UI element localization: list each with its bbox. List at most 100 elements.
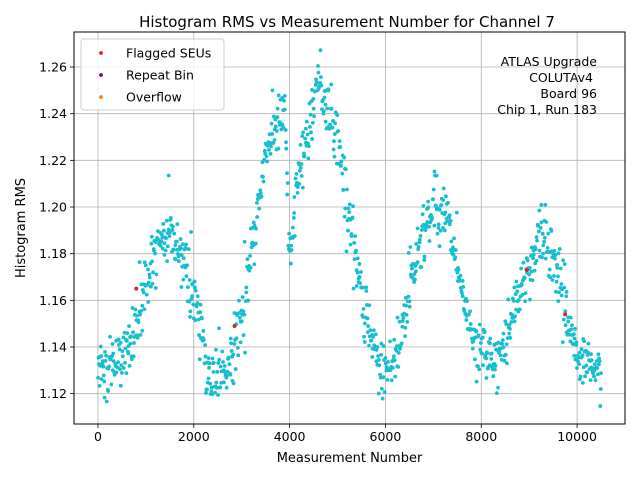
data-point: [401, 316, 406, 320]
data-point: [534, 258, 539, 263]
data-point: [419, 228, 424, 232]
data-point: [561, 258, 566, 263]
data-point: [335, 113, 340, 118]
data-point: [506, 297, 511, 302]
data-point: [347, 202, 352, 207]
data-point: [439, 203, 444, 207]
data-point: [131, 354, 136, 359]
data-point: [593, 378, 598, 383]
data-point: [500, 342, 504, 346]
data-point: [284, 140, 288, 145]
data-point: [208, 381, 213, 386]
data-point: [494, 391, 499, 396]
data-point: [342, 214, 347, 219]
data-point: [373, 332, 378, 337]
data-point: [241, 333, 246, 338]
data-point: [203, 354, 208, 359]
data-point: [568, 315, 573, 320]
data-point: [561, 317, 566, 322]
data-point: [497, 349, 502, 354]
y-tick-label: 1.16: [39, 293, 67, 308]
data-point: [297, 182, 302, 186]
data-point: [217, 357, 222, 362]
data-point: [426, 199, 431, 204]
data-point: [377, 363, 382, 368]
data-point: [376, 354, 380, 358]
data-point: [231, 352, 236, 357]
data-point: [529, 245, 534, 250]
data-point: [289, 243, 294, 248]
data-point: [311, 97, 316, 101]
data-point: [116, 360, 120, 365]
data-point: [563, 323, 568, 328]
data-point: [338, 145, 343, 149]
data-point: [541, 251, 545, 256]
data-point: [508, 327, 512, 331]
data-point: [436, 226, 441, 230]
data-point: [238, 340, 243, 345]
data-point: [523, 291, 528, 296]
data-point: [403, 334, 407, 339]
data-point: [485, 350, 490, 355]
data-point: [388, 339, 392, 344]
data-point: [217, 326, 221, 331]
data-point: [382, 390, 387, 394]
data-point: [97, 383, 102, 388]
data-point: [577, 350, 582, 355]
data-point: [306, 156, 311, 161]
data-point: [173, 257, 178, 262]
data-point: [539, 203, 544, 207]
data-point: [290, 225, 295, 230]
data-point: [139, 309, 144, 313]
data-point: [229, 349, 234, 353]
data-point: [229, 341, 233, 346]
data-point: [248, 254, 252, 258]
data-point: [339, 163, 343, 168]
data-point: [160, 246, 165, 251]
data-point: [367, 343, 371, 348]
data-point: [184, 274, 189, 279]
data-point: [344, 249, 349, 254]
data-point: [539, 220, 544, 225]
data-point: [449, 239, 454, 244]
data-point: [392, 358, 397, 363]
data-point: [346, 206, 351, 211]
data-point: [332, 154, 337, 159]
data-point: [216, 393, 220, 397]
data-point: [415, 260, 420, 264]
data-point: [125, 331, 130, 335]
data-point: [118, 367, 122, 372]
data-point: [118, 383, 123, 388]
data-point: [498, 353, 503, 358]
data-point: [323, 119, 328, 124]
data-point: [160, 232, 164, 237]
data-point: [198, 302, 203, 307]
data-point: [393, 374, 398, 379]
data-point: [211, 360, 216, 365]
data-point: [557, 290, 561, 295]
x-axis-ticks: 0 2000 4000 6000 8000 10000: [94, 424, 597, 444]
data-point: [299, 174, 304, 178]
data-point: [175, 222, 180, 227]
data-point: [298, 143, 303, 147]
data-point: [379, 386, 384, 391]
data-point: [267, 147, 271, 152]
annotation-line-4: Chip 1, Run 183: [497, 102, 597, 117]
data-point: [501, 331, 506, 336]
data-point: [530, 278, 535, 283]
data-point: [273, 124, 278, 129]
data-point: [544, 220, 549, 224]
data-point: [582, 339, 586, 344]
data-point: [179, 253, 184, 257]
data-point: [190, 294, 195, 299]
data-point: [283, 128, 288, 132]
data-point: [301, 130, 305, 135]
data-point: [432, 223, 437, 228]
data-point: [454, 210, 459, 215]
data-point: [204, 391, 208, 395]
data-point: [595, 366, 600, 370]
data-point: [116, 337, 121, 342]
data-point: [159, 239, 164, 244]
data-point: [240, 295, 245, 300]
data-point: [418, 234, 423, 238]
